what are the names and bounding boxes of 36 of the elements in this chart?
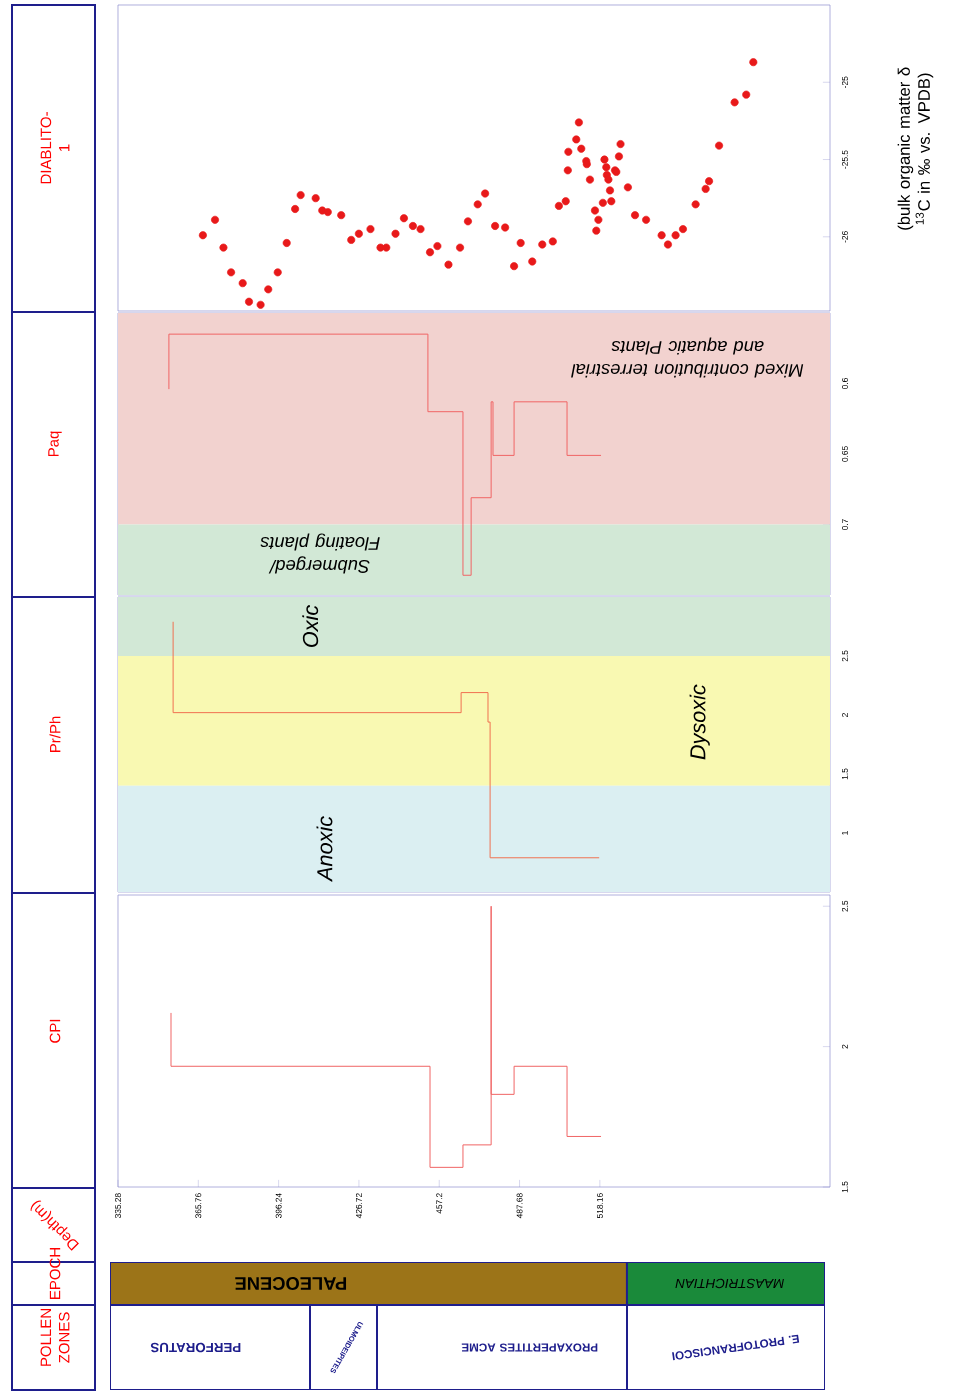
y-tick-label: 1.5 [842,768,848,780]
band-label: Mixed contribution terrestrial and aquatic Plants [571,337,804,378]
x-tick-label: 487.68 [516,1193,523,1219]
y-tick-label: 2 [841,1044,848,1049]
text: DIABLITO-1 [40,112,70,184]
x-tick-label: 518.16 [596,1193,603,1219]
band-label: Dysoxic [689,684,710,760]
x-tick-label: 396.24 [275,1193,282,1219]
text: PERFORATUS [150,1342,241,1353]
x-tick-label: 365.76 [195,1193,202,1219]
text: Pr/Ph [49,716,61,753]
y-tick-label: -26 [841,231,848,243]
x-tick-label: 335.28 [115,1193,121,1219]
band-label: Submerged/ Floating plants [260,533,380,574]
text: CPI [49,1019,61,1043]
y-tick-label: 2 [841,713,848,717]
text: PROXAPERTITES ACME [461,1343,598,1352]
x-tick-label: 457.2 [436,1193,443,1214]
text: Paq [48,431,62,457]
line-series [170,905,602,1168]
y-tick-label: 1.5 [842,1181,848,1193]
band-label: Oxic [302,605,319,647]
y-tick-label: 2.5 [841,900,848,912]
y-tick-label: 2.5 [841,650,848,662]
y-tick-label: -25.5 [841,150,848,169]
text: PALEOCENE [235,1277,347,1290]
y-tick-label: 1 [842,831,848,835]
y-tick-label: 0.6 [841,378,848,389]
y-axis-title: (bulk organic matter δ $^{13}$C in ‰ vs. VPDB) [897,67,934,230]
band-label: Anoxic [316,816,333,883]
y-tick-label: 0.7 [841,519,848,530]
y-tick-label: -25 [841,76,848,88]
y-tick-label: 0.65 [841,446,848,462]
x-tick-label: 426.72 [355,1193,362,1219]
text: POLLEN ZONES [40,1309,70,1366]
text: MAASTRICHTIAN [675,1278,784,1289]
